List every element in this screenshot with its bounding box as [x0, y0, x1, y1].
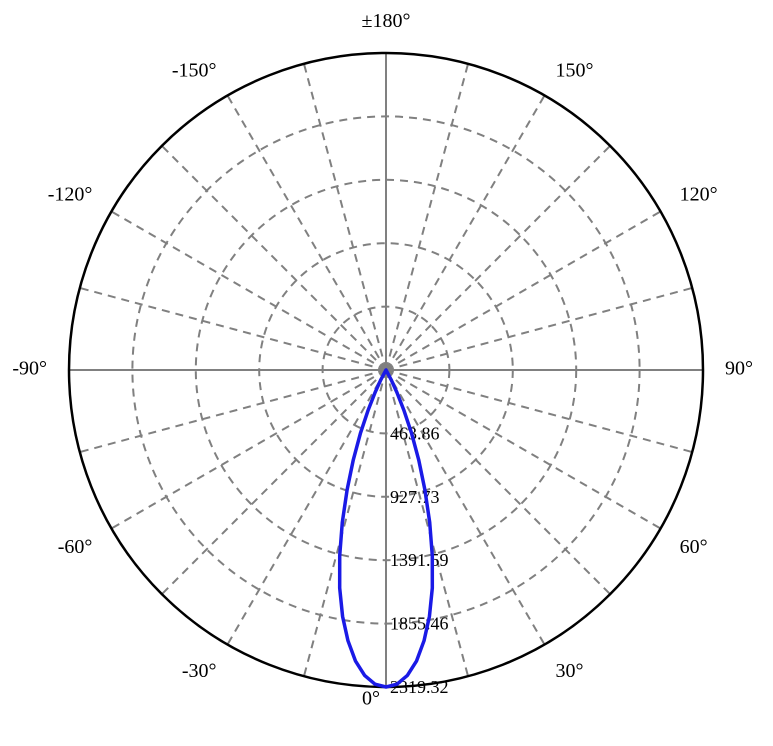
angle-label: 150° — [556, 59, 594, 81]
angle-label: -30° — [182, 660, 217, 682]
angle-label: -60° — [58, 536, 93, 558]
angle-label: -90° — [12, 358, 47, 380]
polar-chart: 463.86927.731391.591855.462319.320°30°60… — [0, 0, 773, 746]
angle-label: -150° — [172, 59, 217, 81]
ring-label: 2319.32 — [390, 677, 449, 697]
angle-label: 0° — [362, 688, 380, 710]
ring-label: 1855.46 — [390, 614, 449, 634]
angle-label: 30° — [556, 660, 584, 682]
angle-label: -120° — [48, 184, 93, 206]
angle-label: 60° — [680, 536, 708, 558]
ring-label: 927.73 — [390, 487, 440, 507]
angle-label: 90° — [725, 358, 753, 380]
ring-label: 1391.59 — [390, 550, 449, 570]
angle-label: ±180° — [362, 10, 411, 32]
angle-label: 120° — [680, 184, 718, 206]
